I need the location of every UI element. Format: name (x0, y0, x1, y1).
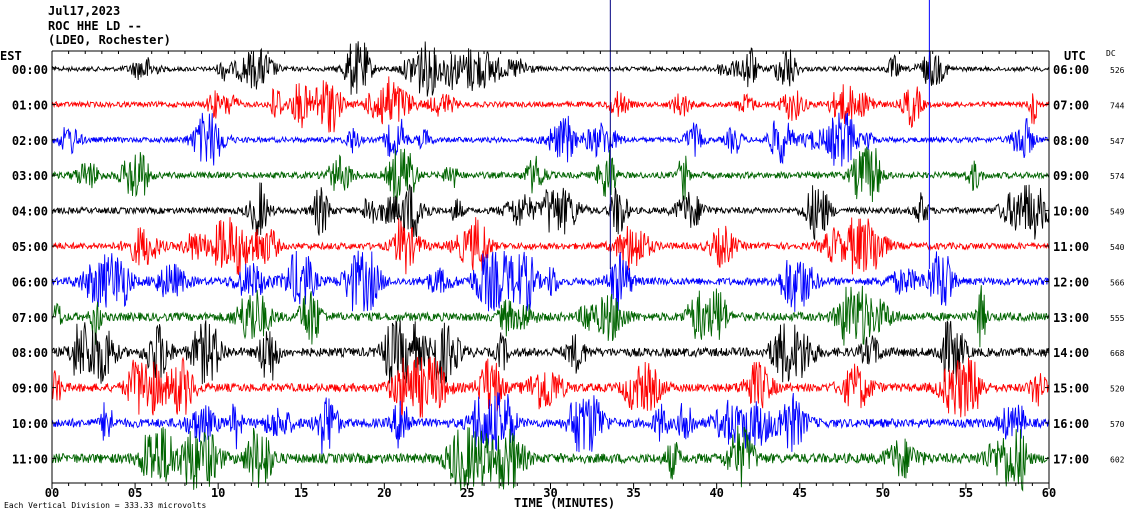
utc-label: 17:00 (1053, 452, 1089, 466)
est-label: 06:00 (12, 275, 48, 289)
est-label: 03:00 (12, 169, 48, 183)
est-label: 11:00 (12, 452, 48, 466)
utc-label: 11:00 (1053, 240, 1089, 254)
est-label: 09:00 (12, 382, 48, 396)
trace-row-0000 (51, 41, 1050, 97)
x-tick-label: 35 (626, 486, 640, 500)
x-tick-label: 10 (211, 486, 225, 500)
dc-value: 520 (1110, 385, 1125, 394)
dc-value: 570 (1110, 420, 1125, 429)
chart-station: ROC HHE LD -- (48, 19, 142, 33)
x-tick-label: 45 (793, 486, 807, 500)
utc-label: 08:00 (1053, 134, 1089, 148)
left-timezone-label: EST (0, 49, 22, 63)
x-tick-label: 25 (460, 486, 474, 500)
est-label: 01:00 (12, 98, 48, 112)
utc-label: 14:00 (1053, 346, 1089, 360)
utc-label: 16:00 (1053, 417, 1089, 431)
trace-row-0100 (51, 76, 1050, 133)
x-tick-label: 00 (45, 486, 59, 500)
trace-row-0500 (51, 217, 1050, 276)
vertical-division-note: Each Vertical Division = 333.33 microvol… (4, 501, 207, 510)
utc-label: 10:00 (1053, 205, 1089, 219)
dc-value: 574 (1110, 172, 1125, 181)
row-label-group: 00:00 06:00 526 01:00 07:00 744 02:00 08:00 547 0… (12, 63, 1125, 466)
right-timezone-label: UTC (1064, 49, 1086, 63)
dc-value: 668 (1110, 349, 1125, 358)
utc-label: 12:00 (1053, 275, 1089, 289)
tick-group: 00 05 10 15 20 25 30 35 40 45 50 55 60 (45, 50, 1056, 500)
chart-date: Jul17,2023 (48, 4, 121, 18)
trace-row-1100 (51, 425, 1050, 492)
trace-row-0900 (51, 356, 1050, 418)
dc-value: 526 (1110, 66, 1125, 75)
dc-value: 549 (1110, 208, 1125, 217)
trace-row-0400 (51, 182, 1050, 241)
dc-value: 566 (1110, 278, 1125, 287)
est-label: 07:00 (12, 311, 48, 325)
trace-group (51, 0, 1050, 492)
trace-row-0300 (51, 146, 1050, 203)
x-tick-label: 15 (294, 486, 308, 500)
x-axis-label: TIME (MINUTES) (514, 496, 616, 510)
x-tick-label: 20 (377, 486, 391, 500)
trace-row-0800 (51, 320, 1050, 385)
utc-label: 06:00 (1053, 63, 1089, 77)
utc-label: 13:00 (1053, 311, 1089, 325)
x-tick-label: 55 (959, 486, 973, 500)
x-tick-label: 50 (876, 486, 890, 500)
est-label: 04:00 (12, 205, 48, 219)
x-tick-label: 60 (1042, 486, 1056, 500)
est-label: 02:00 (12, 134, 48, 148)
trace-row-0200 (51, 112, 1050, 167)
dc-column-label: DC (1106, 49, 1116, 58)
dc-value: 744 (1110, 101, 1125, 110)
x-tick-label: 05 (128, 486, 142, 500)
dc-value: 547 (1110, 137, 1125, 146)
dc-value: 555 (1110, 314, 1125, 323)
x-tick-label: 30 (543, 486, 557, 500)
est-label: 08:00 (12, 346, 48, 360)
utc-label: 07:00 (1053, 98, 1089, 112)
dc-value: 602 (1110, 455, 1125, 464)
trace-row-0700 (51, 285, 1050, 348)
dc-value: 540 (1110, 243, 1125, 252)
est-label: 10:00 (12, 417, 48, 431)
x-tick-label: 40 (709, 486, 723, 500)
utc-label: 09:00 (1053, 169, 1089, 183)
utc-label: 15:00 (1053, 382, 1089, 396)
trace-row-0600 (51, 250, 1050, 312)
chart-network: (LDEO, Rochester) (48, 33, 171, 47)
trace-row-1000 (51, 392, 1050, 455)
est-label: 00:00 (12, 63, 48, 77)
est-label: 05:00 (12, 240, 48, 254)
